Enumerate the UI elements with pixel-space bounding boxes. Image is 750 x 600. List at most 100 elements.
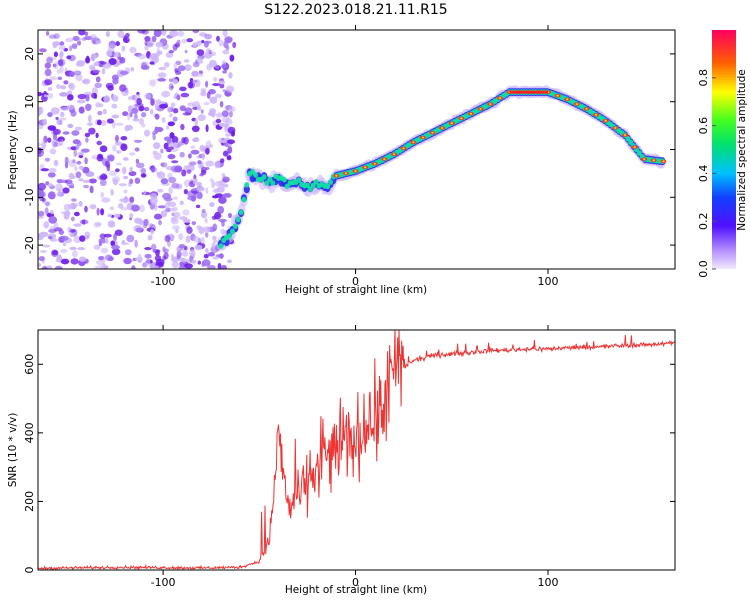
noise-blob (192, 30, 199, 34)
noise-blob (59, 85, 67, 90)
noise-blob (135, 162, 145, 169)
noise-blob (144, 253, 152, 259)
ridge-mid (328, 179, 333, 185)
noise-blob (228, 106, 236, 112)
noise-blob (173, 196, 178, 200)
ridge-mid (625, 135, 631, 142)
noise-blob (84, 132, 91, 138)
noise-blob (44, 207, 49, 215)
noise-blob (38, 182, 47, 191)
noise-blob (74, 165, 78, 172)
noise-blob (167, 121, 175, 127)
noise-blob (177, 65, 186, 72)
noise-blob (191, 125, 200, 133)
noise-blob (199, 173, 204, 177)
noise-blob (96, 119, 102, 126)
noise-blob (205, 160, 215, 167)
noise-blob (172, 108, 179, 114)
noise-blob (107, 213, 113, 218)
noise-blob (213, 188, 220, 193)
spectrogram-marks (38, 30, 667, 269)
noise-blob (188, 161, 197, 166)
noise-blob (214, 160, 221, 169)
noise-blob (140, 173, 147, 178)
y-tick-label: -20 (23, 236, 36, 254)
noise-blob (107, 85, 114, 91)
noise-blob (192, 42, 198, 47)
noise-blob (75, 126, 82, 131)
noise-blob (218, 39, 224, 47)
noise-blob (154, 103, 159, 111)
noise-blob (119, 84, 127, 92)
noise-blob (159, 103, 168, 109)
noise-blob (176, 39, 181, 45)
noise-blob (145, 258, 151, 266)
noise-blob (50, 107, 60, 115)
noise-blob (197, 58, 204, 64)
noise-blob (163, 136, 172, 142)
ridge-core-highlight (585, 108, 588, 110)
noise-blob (137, 30, 146, 34)
ridge-mid (261, 174, 267, 180)
noise-blob (171, 182, 180, 189)
noise-blob (190, 149, 200, 155)
ridge-core-highlight (556, 94, 559, 97)
noise-blob (102, 258, 106, 266)
ridge-core-highlight (440, 127, 444, 129)
noise-blob (100, 191, 104, 199)
noise-blob (141, 112, 147, 118)
noise-blob (44, 79, 53, 86)
noise-blob (222, 30, 228, 38)
spectrogram-frame (37, 29, 676, 270)
noise-blob (87, 114, 92, 123)
noise-blob (68, 175, 76, 179)
noise-blob (181, 38, 187, 44)
noise-blob (39, 231, 49, 238)
noise-blob (166, 106, 172, 113)
noise-blob (179, 200, 184, 205)
noise-blob (114, 141, 123, 146)
noise-blob (219, 253, 224, 259)
noise-blob (135, 227, 143, 233)
noise-blob (66, 55, 72, 60)
noise-blob (57, 69, 61, 75)
noise-blob (199, 144, 205, 152)
noise-blob (38, 91, 43, 97)
noise-blob (149, 61, 155, 65)
noise-blob (105, 31, 111, 37)
ridge-mid (229, 228, 235, 235)
noise-blob (60, 258, 70, 265)
noise-blob (200, 211, 208, 219)
noise-blob (142, 262, 148, 268)
noise-blob (175, 60, 182, 65)
y-tick-label: 400 (23, 422, 36, 443)
noise-blob (182, 218, 191, 223)
noise-blob (43, 94, 48, 98)
noise-blob (120, 136, 128, 141)
noise-blob (148, 53, 158, 62)
noise-blob (184, 49, 188, 54)
colorbar-tick-label: 0.4 (697, 165, 710, 183)
x-tick-label: -100 (151, 275, 176, 288)
noise-blob (88, 127, 96, 135)
noise-blob (210, 51, 216, 57)
noise-blob (53, 159, 59, 167)
noise-blob (191, 221, 196, 226)
noise-blob (166, 125, 170, 130)
noise-blob (209, 144, 213, 148)
noise-blob (134, 147, 140, 152)
noise-blob (43, 221, 50, 229)
noise-blob (55, 116, 59, 120)
noise-blob (89, 204, 97, 210)
noise-blob (87, 122, 93, 126)
noise-blob (54, 265, 63, 269)
noise-blob (73, 149, 78, 157)
ridge-core-highlight (614, 127, 617, 129)
noise-blob (85, 103, 92, 112)
noise-blob (150, 165, 156, 173)
noise-blob (192, 178, 197, 185)
noise-blob (187, 81, 195, 89)
noise-blob (122, 37, 130, 43)
noise-blob (226, 259, 233, 264)
